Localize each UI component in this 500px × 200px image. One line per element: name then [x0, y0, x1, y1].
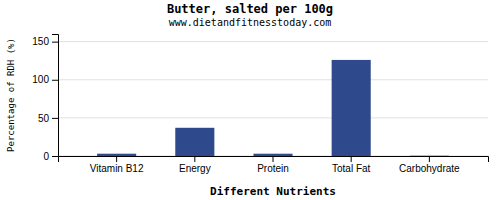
axis-line: [59, 157, 489, 163]
tick-mark: [52, 80, 58, 81]
tick-label: Carbohydrate: [399, 163, 460, 174]
tick-mark: [52, 42, 58, 43]
y-axis: 0 50 100 150: [32, 35, 58, 162]
x-tick: Carbohydrate: [399, 156, 460, 174]
bars: [97, 60, 449, 156]
bar: [410, 155, 449, 156]
grid: [58, 42, 488, 156]
grid-line: [58, 41, 488, 42]
grid-line: [58, 79, 488, 80]
bar: [253, 154, 292, 156]
subtitle: www.dietandfitnesstoday.com: [169, 17, 332, 28]
y-tick: 50: [38, 113, 58, 124]
tick-label: Total Fat: [332, 163, 371, 174]
tick-label: 0: [43, 151, 49, 162]
title: Butter, salted per 100g: [167, 2, 333, 16]
x-axis: Vitamin B12 Energy Protein Total Fat Carbohy…: [59, 156, 489, 174]
bar: [332, 60, 371, 156]
tick-label: 50: [38, 113, 50, 124]
tick-mark: [429, 156, 430, 162]
axis-line: [52, 35, 59, 157]
tick-label: Protein: [257, 163, 289, 174]
y-tick: 150: [32, 36, 58, 47]
tick-label: 150: [32, 36, 49, 47]
tick-mark: [116, 156, 117, 162]
tick-mark: [194, 156, 195, 162]
tick-mark: [52, 156, 58, 157]
chart: Butter, salted per 100gwww.dietandfitnes…: [0, 0, 500, 200]
tick-label: Energy: [179, 163, 211, 174]
x-tick: Vitamin B12: [90, 156, 144, 174]
tick-mark: [273, 156, 274, 162]
y-tick: 0: [43, 151, 58, 162]
bar: [97, 154, 136, 156]
y-axis-label: Percentage of RDH (%): [6, 38, 16, 152]
grid-line: [58, 117, 488, 118]
x-tick: Energy: [179, 156, 211, 174]
x-axis-label: Different Nutrients: [210, 185, 336, 198]
bar: [175, 128, 214, 156]
x-tick: Protein: [257, 156, 289, 174]
y-tick: 100: [32, 74, 58, 85]
tick-label: Vitamin B12: [90, 163, 144, 174]
plot: Vitamin B12 Energy Protein Total Fat Carbohy…: [32, 35, 488, 175]
tick-mark: [351, 156, 352, 162]
tick-label: 100: [32, 74, 49, 85]
tick-mark: [52, 118, 58, 119]
x-tick: Total Fat: [332, 156, 371, 174]
